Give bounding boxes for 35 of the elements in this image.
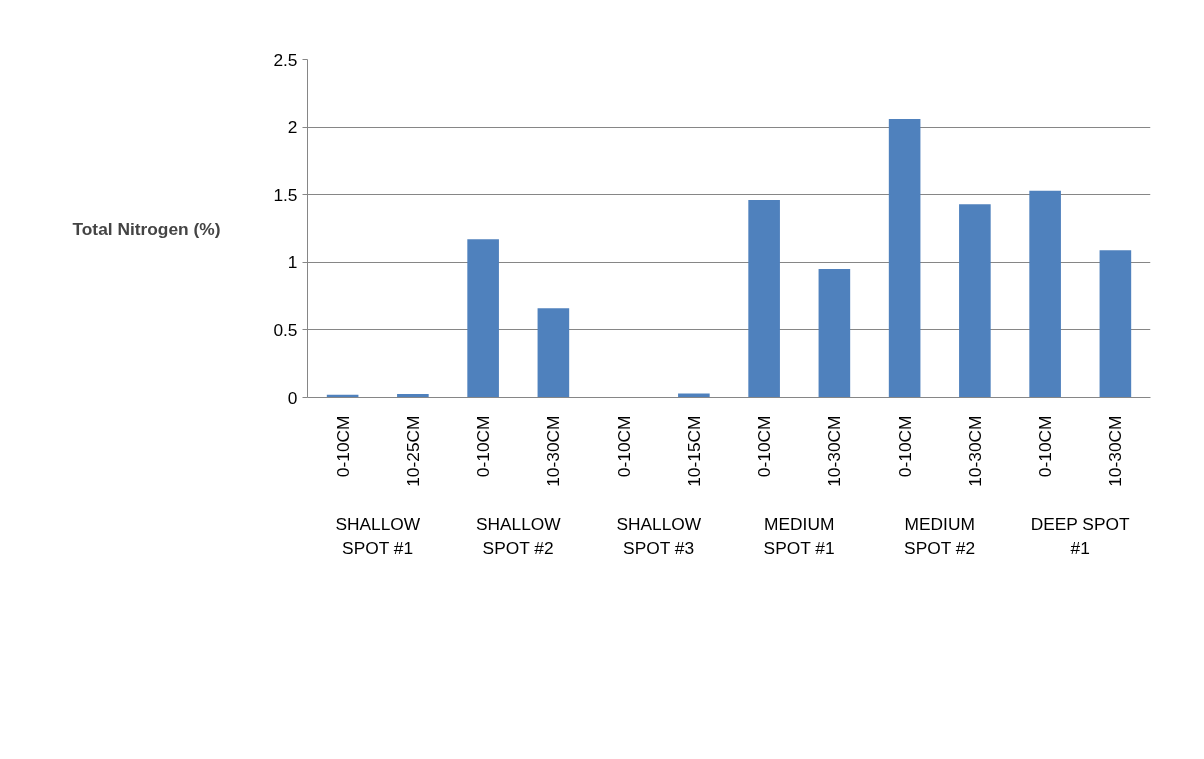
- text: SHALLOW SPOT #1: [335, 513, 421, 558]
- y-tick-label: 2: [287, 117, 298, 138]
- bar: [1029, 190, 1061, 398]
- x-tick-label: 0-10CM: [613, 415, 634, 478]
- bar: [1099, 250, 1132, 398]
- text: MEDIUM SPOT #2: [904, 513, 976, 558]
- x-tick-label: 10-30CM: [964, 415, 985, 487]
- text: MEDIUM SPOT #1: [763, 513, 835, 558]
- bar: [537, 308, 570, 398]
- x-tick-label: 10-30CM: [824, 415, 845, 487]
- x-tick-label: 0-10CM: [894, 415, 915, 478]
- y-tick-label: 1: [287, 252, 298, 273]
- x-tick-label: 10-25CM: [402, 415, 423, 487]
- text: DEEP SPOT #1: [1030, 513, 1130, 558]
- bar: [748, 200, 780, 398]
- bar: [467, 239, 499, 398]
- y-tick-label: 0: [287, 387, 298, 408]
- y-axis-title: Total Nitrogen (%): [72, 218, 221, 239]
- bar: [678, 393, 710, 398]
- text: SHALLOW SPOT #3: [616, 513, 702, 558]
- bar: [818, 269, 851, 398]
- bar: [397, 394, 429, 398]
- bar: [959, 204, 991, 398]
- x-tick-label: 0-10CM: [1035, 415, 1056, 478]
- y-tick-label: 0.5: [273, 319, 298, 340]
- x-tick-label: 10-30CM: [1105, 415, 1126, 487]
- y-tick-label: 2.5: [273, 49, 298, 70]
- x-tick-label: 0-10CM: [332, 415, 353, 478]
- y-tick-label: 1.5: [273, 184, 298, 205]
- x-tick-label: 10-30CM: [543, 415, 564, 487]
- x-tick-label: 0-10CM: [754, 415, 775, 478]
- text: SHALLOW SPOT #2: [475, 513, 562, 558]
- x-tick-label: 0-10CM: [473, 415, 494, 478]
- x-tick-label: 10-15CM: [683, 415, 704, 487]
- bar: [888, 118, 921, 398]
